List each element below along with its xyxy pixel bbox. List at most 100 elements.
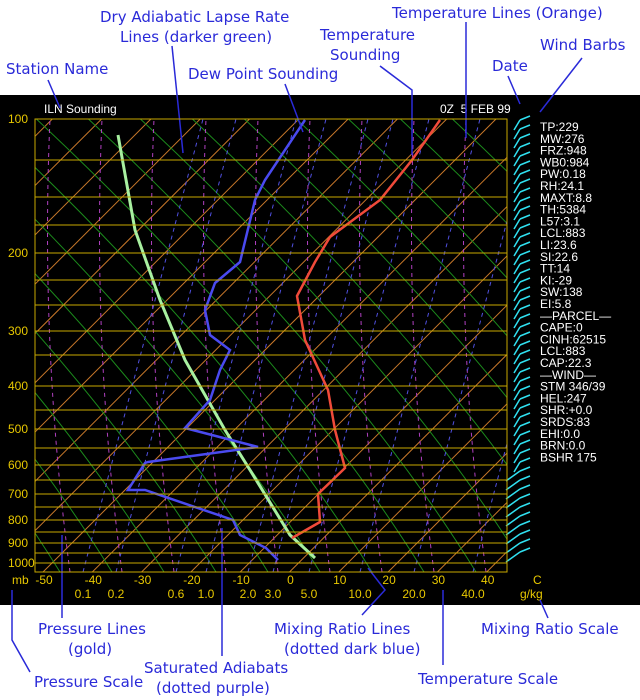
- wind-barb: [513, 317, 521, 329]
- wind-barb: [513, 245, 521, 257]
- annotation: Date: [492, 57, 528, 75]
- parcel-curve: [116, 134, 317, 560]
- wind-barb: [519, 313, 531, 319]
- pressure-label: 1000: [8, 556, 35, 570]
- wind-barb: [519, 448, 531, 454]
- wind-barb: [519, 502, 531, 508]
- index-value: TH:5384: [540, 203, 586, 217]
- wind-barb: [519, 529, 531, 535]
- temperature-label: -20: [183, 573, 201, 587]
- annotation: (dotted dark blue): [284, 640, 420, 658]
- wind-barb: [513, 290, 521, 302]
- wind-barb: [519, 196, 531, 202]
- wind-barb: [519, 214, 531, 220]
- dry-adiabat: [35, 330, 217, 572]
- isotherm: [35, 119, 201, 285]
- annotation: Mixing Ratio Scale: [481, 620, 619, 638]
- wind-barb: [519, 394, 531, 400]
- temperature-unit: C: [533, 573, 542, 587]
- wind-barb: [513, 452, 521, 464]
- wind-barb: [519, 295, 531, 301]
- wind-barb: [519, 376, 531, 382]
- wind-barb: [505, 479, 521, 491]
- wind-barb: [513, 326, 521, 338]
- annotation: Wind Barbs: [540, 36, 626, 54]
- wind-barb: [519, 277, 531, 283]
- isotherm: [141, 205, 507, 572]
- wind-barb: [519, 484, 531, 490]
- index-value: SI:22.6: [540, 250, 578, 264]
- index-value: STM 346/39: [540, 380, 606, 394]
- saturated-adiabat: [99, 119, 123, 572]
- wind-barb: [513, 371, 521, 383]
- wind-barb: [519, 349, 531, 355]
- pressure-label: 600: [8, 458, 28, 472]
- index-value: L57:3.1: [540, 214, 580, 228]
- index-value: MAXT:8.8: [540, 191, 592, 205]
- mixing-ratio-label: 3.0: [265, 587, 282, 601]
- pressure-label: 200: [8, 246, 28, 260]
- wind-barb: [513, 425, 521, 437]
- dry-adiabat: [399, 119, 507, 225]
- isotherm: [35, 119, 448, 532]
- dry-adiabat: [451, 119, 507, 173]
- wind-barb: [513, 407, 521, 419]
- annotation: Temperature Scale: [417, 670, 558, 688]
- index-value: SRDS:83: [540, 415, 590, 429]
- pressure-unit: mb: [12, 573, 29, 587]
- index-value: TP:229: [540, 120, 579, 134]
- dew-point-sounding: [125, 119, 307, 561]
- wind-barb: [519, 403, 531, 409]
- wind-barb: [505, 551, 521, 563]
- wind-barb: [519, 547, 531, 553]
- index-value: BRN:0.0: [540, 439, 586, 453]
- wind-barb: [519, 538, 531, 544]
- annotation: Station Name: [6, 60, 108, 78]
- wind-barb: [519, 457, 531, 463]
- pressure-label: 900: [8, 536, 28, 550]
- annotation: Pressure Lines: [38, 620, 146, 638]
- wind-barb: [513, 236, 521, 248]
- temperature-label: -50: [35, 573, 53, 587]
- wind-barb: [513, 218, 521, 230]
- isotherm: [35, 119, 152, 236]
- wind-barb: [505, 488, 521, 500]
- wind-barb: [513, 353, 521, 365]
- wind-barb: [513, 434, 521, 446]
- wind-barb: [519, 511, 531, 517]
- wind-barb: [513, 335, 521, 347]
- pressure-label: 700: [8, 487, 28, 501]
- index-value: SHR:+0.0: [540, 403, 593, 417]
- annotation: Mixing Ratio Lines: [274, 620, 410, 638]
- wind-barb: [519, 340, 531, 346]
- annotation: Dew Point Sounding: [188, 65, 338, 83]
- wind-barb: [513, 119, 521, 131]
- temperature-label: -10: [233, 573, 251, 587]
- isotherm: [35, 119, 349, 433]
- index-value: TT:14: [540, 262, 570, 276]
- mixing-ratio-label: 5.0: [301, 587, 318, 601]
- dry-adiabat: [191, 119, 507, 466]
- mixing-ratio-label: 40.0: [461, 587, 485, 601]
- wind-barb: [519, 250, 531, 256]
- wind-barb: [519, 421, 531, 427]
- index-value: CAP:22.3: [540, 356, 592, 370]
- wind-barb: [519, 160, 531, 166]
- wind-barb: [519, 232, 531, 238]
- wind-barb: [519, 259, 531, 265]
- wind-barb: [519, 322, 531, 328]
- isotherm: [35, 119, 250, 335]
- mixing-ratio-label: 10.0: [348, 587, 372, 601]
- wind-barb: [513, 191, 521, 203]
- wind-barb: [513, 128, 521, 140]
- wind-barb: [513, 182, 521, 194]
- wind-barb: [513, 281, 521, 293]
- isotherm: [387, 452, 507, 572]
- wind-barb: [519, 466, 531, 472]
- index-value: SW:138: [540, 285, 583, 299]
- mixing-ratio-line: [175, 119, 297, 572]
- mixing-ratio-line: [205, 119, 327, 572]
- saturated-adiabat: [359, 119, 383, 572]
- annotation: Dry Adiabatic Lapse Rate: [100, 8, 289, 26]
